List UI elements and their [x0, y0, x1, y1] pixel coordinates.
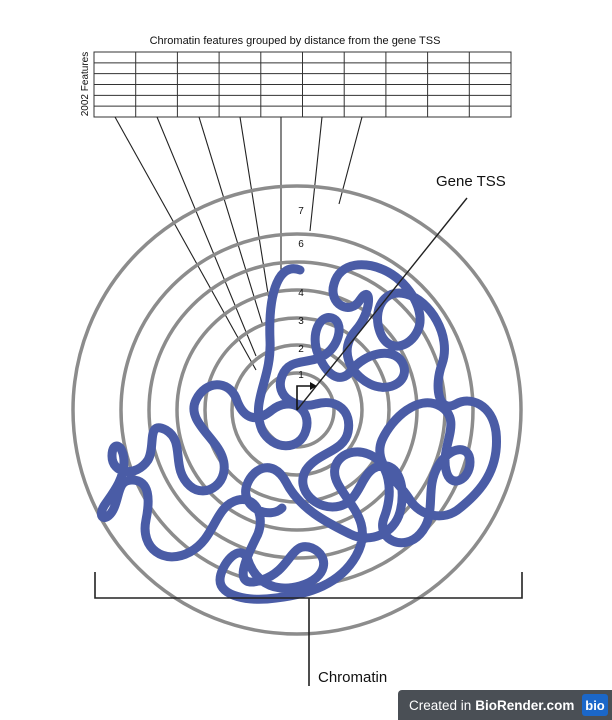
tss-arrow — [296, 385, 313, 410]
ring-label-3: 3 — [298, 316, 304, 327]
ring-label-7: 7 — [298, 206, 304, 217]
ring-2 — [230, 343, 364, 477]
ring-4 — [175, 288, 419, 532]
ring-7 — [71, 184, 523, 636]
biorender-badge[interactable]: Created in BioRender.com bio — [398, 690, 612, 720]
biorender-logo-icon: bio — [582, 694, 608, 716]
ring-label-6: 6 — [298, 239, 304, 250]
connector-lines — [114, 116, 363, 371]
feature-table — [93, 51, 512, 118]
connector-line — [239, 116, 270, 301]
connector-line — [309, 116, 323, 232]
chromatin-label: Chromatin — [318, 669, 387, 686]
ring-label-4: 4 — [298, 288, 304, 299]
tss-arrowhead — [310, 382, 317, 390]
ring-label-2: 2 — [298, 344, 304, 355]
connector-line — [114, 116, 257, 371]
diagram-title: Chromatin features grouped by distance f… — [150, 35, 441, 47]
connector-line — [198, 116, 264, 327]
table-ylabel: 2002 Features — [80, 52, 91, 117]
tss-pointer-line — [296, 197, 468, 411]
connector-line — [156, 116, 257, 357]
gene-tss-label: Gene TSS — [436, 173, 506, 190]
ring-label-1: 1 — [298, 370, 304, 381]
badge-prefix: Created in — [409, 697, 472, 713]
badge-brand: BioRender.com — [475, 697, 575, 713]
chromatin-fiber — [96, 260, 501, 604]
